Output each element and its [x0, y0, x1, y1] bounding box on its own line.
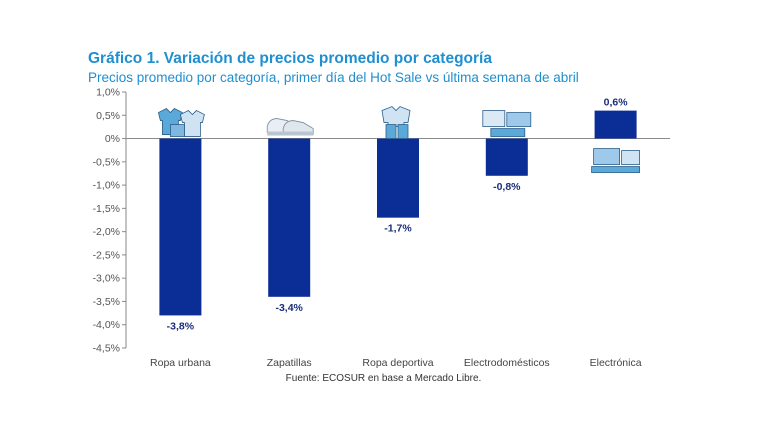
y-tick-label: 0%	[105, 133, 120, 145]
category-label: Electrodomésticos	[464, 357, 550, 369]
y-tick-label: -3,0%	[93, 273, 120, 285]
bar	[377, 138, 419, 218]
chart-title: Gráfico 1. Variación de precios promedio…	[88, 50, 492, 67]
y-tick-label: -3,5%	[93, 296, 120, 308]
y-tick-label: 0,5%	[96, 110, 120, 122]
category-label: Ropa deportiva	[362, 357, 433, 369]
y-tick-label: -2,0%	[93, 226, 120, 238]
chart-subtitle: Precios promedio por categoría, primer d…	[88, 70, 579, 85]
bar	[594, 110, 637, 139]
data-label: -1,7%	[384, 223, 412, 235]
sportswear-icon	[381, 106, 411, 139]
y-tick-label: -4,5%	[93, 343, 120, 355]
electronics-icon	[591, 148, 640, 173]
y-tick-label: -0,5%	[93, 156, 120, 168]
data-label: -3,8%	[167, 320, 195, 332]
y-tick-label: -2,5%	[93, 249, 120, 261]
category-label: Zapatillas	[267, 357, 312, 369]
data-label: -0,8%	[493, 181, 521, 193]
category-label: Electrónica	[590, 357, 642, 369]
category-label: Ropa urbana	[150, 357, 211, 369]
data-label: 0,6%	[604, 97, 629, 109]
y-tick-label: -4,0%	[93, 319, 120, 331]
data-label: -3,4%	[275, 302, 303, 314]
appliances-icon	[482, 110, 532, 137]
y-tick-label: 1,0%	[96, 87, 120, 99]
source-note: Fuente: ECOSUR en base a Mercado Libre.	[285, 373, 482, 384]
sneakers-icon	[266, 118, 314, 136]
y-tick-label: -1,5%	[93, 203, 120, 215]
clothing-icon	[157, 108, 205, 137]
bar	[485, 138, 528, 176]
bar	[268, 138, 311, 297]
y-tick-label: -1,0%	[93, 180, 120, 192]
bar	[159, 138, 202, 316]
